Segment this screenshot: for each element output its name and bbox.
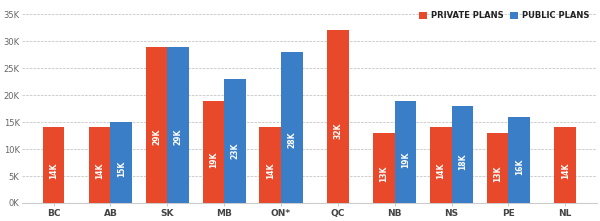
Bar: [487, 133, 508, 203]
Bar: [281, 52, 302, 203]
Text: 16K: 16K: [515, 158, 524, 175]
Text: 29K: 29K: [152, 129, 161, 145]
Text: 13K: 13K: [379, 165, 388, 182]
Bar: [89, 128, 110, 203]
Text: 19K: 19K: [401, 152, 410, 168]
Text: 32K: 32K: [334, 122, 343, 139]
Text: 14K: 14K: [95, 163, 104, 179]
Text: 15K: 15K: [117, 161, 126, 177]
Legend: PRIVATE PLANS, PUBLIC PLANS: PRIVATE PLANS, PUBLIC PLANS: [416, 8, 592, 23]
Text: 14K: 14K: [49, 163, 58, 179]
Bar: [146, 47, 167, 203]
Bar: [452, 106, 473, 203]
Text: 14K: 14K: [266, 163, 275, 179]
Bar: [508, 117, 530, 203]
Text: 14K: 14K: [436, 163, 445, 179]
Bar: [110, 122, 132, 203]
Bar: [259, 128, 281, 203]
Text: 18K: 18K: [458, 154, 467, 170]
Bar: [203, 101, 224, 203]
Text: 23K: 23K: [230, 143, 239, 159]
Text: 13K: 13K: [493, 165, 502, 182]
Text: 19K: 19K: [209, 152, 218, 168]
Bar: [167, 47, 189, 203]
Bar: [327, 30, 349, 203]
Bar: [395, 101, 416, 203]
Bar: [373, 133, 395, 203]
Text: 28K: 28K: [287, 131, 296, 148]
Bar: [43, 128, 64, 203]
Bar: [430, 128, 452, 203]
Bar: [554, 128, 576, 203]
Text: 14K: 14K: [561, 163, 570, 179]
Bar: [224, 79, 246, 203]
Text: 29K: 29K: [173, 129, 182, 145]
